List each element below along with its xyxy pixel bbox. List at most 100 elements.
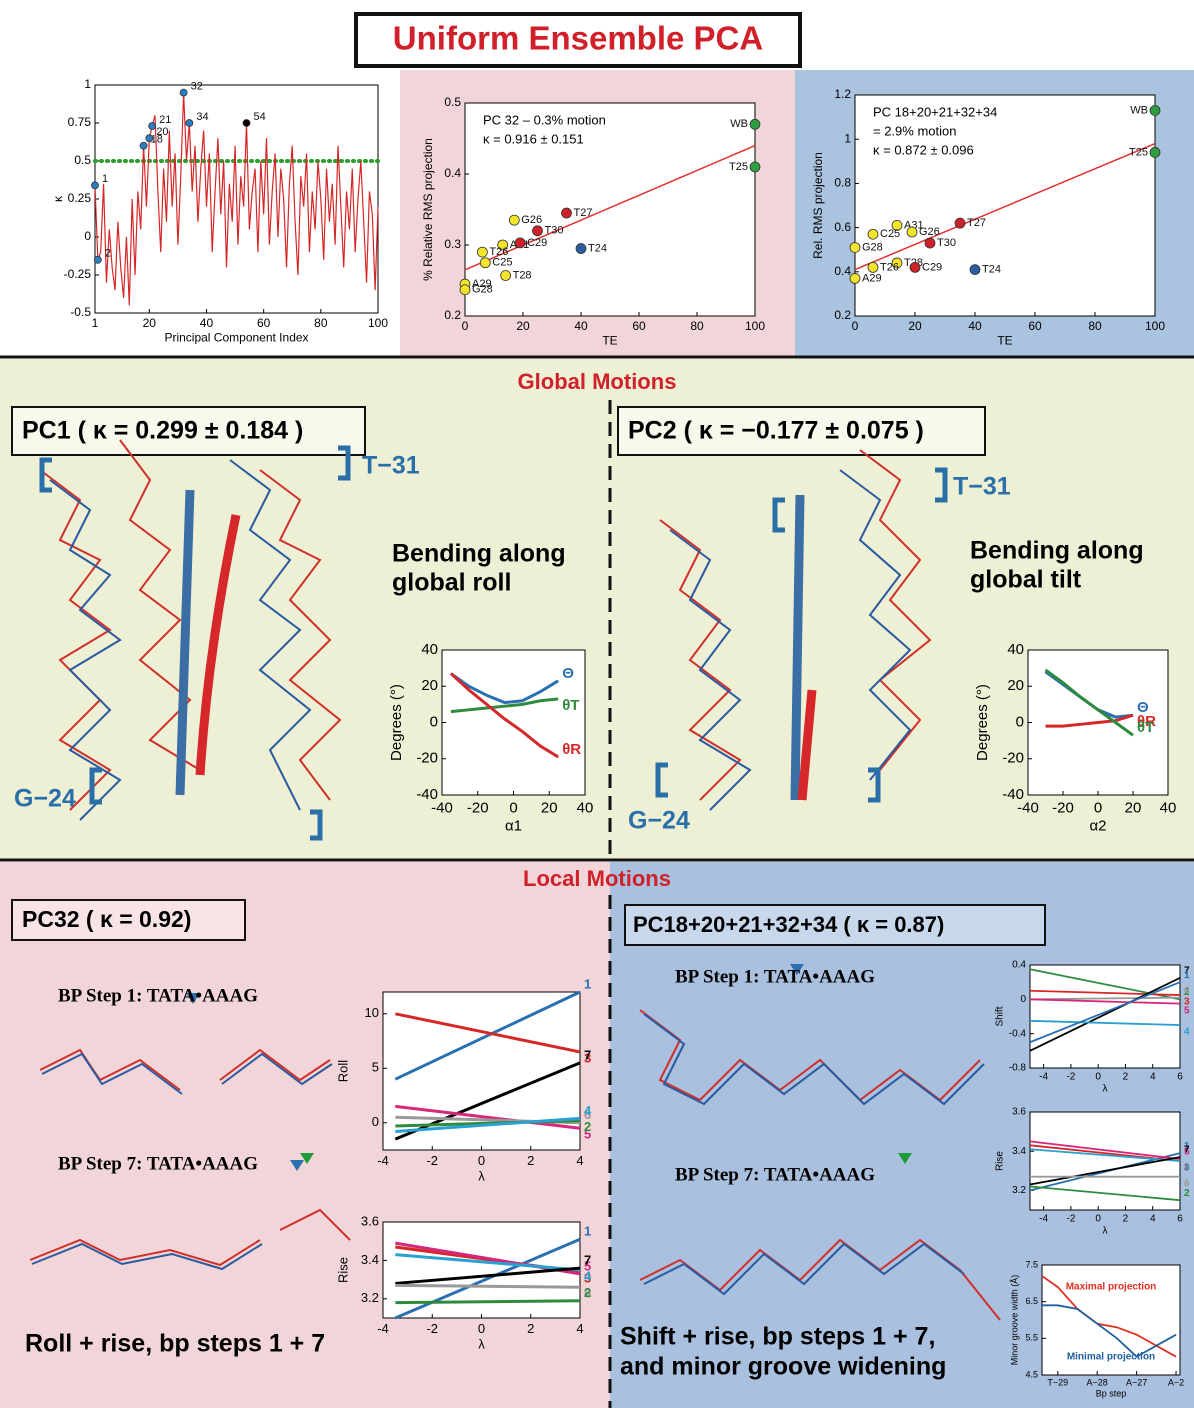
- x-tick-label: T−29: [1047, 1377, 1068, 1387]
- x-tick-label: 0: [852, 319, 859, 333]
- series-label: 2: [584, 1119, 591, 1134]
- data-point: [925, 238, 935, 248]
- data-point: [477, 247, 487, 257]
- pc-title: PC18+20+21+32+34 ( κ = 0.87): [633, 912, 944, 937]
- series-label: θT: [1137, 719, 1154, 736]
- series-label: 4: [1184, 1163, 1190, 1174]
- annotation: PC 18+20+21+32+34: [873, 104, 997, 119]
- point-label: T24: [982, 263, 1001, 275]
- strand-label: T−31: [953, 473, 1011, 501]
- point-label: C25: [492, 257, 512, 269]
- y-tick-label: 1.2: [834, 87, 851, 101]
- series-label: 2: [1184, 1188, 1190, 1199]
- y-axis-label: Minor groove width (Å): [1009, 1275, 1019, 1366]
- x-axis-label: TE: [602, 333, 617, 347]
- data-point: [515, 238, 525, 248]
- data-point: [186, 120, 193, 127]
- x-tick-label: -2: [1066, 1072, 1075, 1083]
- data-point: [576, 244, 586, 254]
- pc-title: PC1 ( κ = 0.299 ± 0.184 ): [22, 417, 303, 445]
- point-label: 2: [105, 248, 111, 260]
- strand-label: T−31: [362, 452, 420, 480]
- x-tick-label: 100: [368, 316, 388, 330]
- y-tick-label: 6.5: [1025, 1296, 1038, 1306]
- y-tick-label: 20: [1007, 677, 1024, 694]
- point-label: G26: [521, 214, 542, 226]
- x-tick-label: 6: [1177, 1214, 1183, 1225]
- x-tick-label: 0: [509, 799, 517, 816]
- data-point: [146, 135, 153, 142]
- point-label: 54: [254, 111, 266, 123]
- data-point: [509, 215, 519, 225]
- x-tick-label: 2: [1123, 1214, 1129, 1225]
- y-tick-label: 10: [365, 1005, 379, 1020]
- x-axis-label: α1: [505, 817, 522, 834]
- x-tick-label: A−2: [1168, 1377, 1184, 1387]
- data-point: [850, 242, 860, 252]
- series-label: 1: [584, 1224, 591, 1239]
- series-label: 5: [1184, 1005, 1190, 1016]
- step-label: BP Step 7: TATA•AAAG: [675, 1164, 875, 1185]
- series-label: 6: [1184, 985, 1190, 996]
- x-tick-label: -4: [1039, 1214, 1048, 1225]
- y-tick-label: 7.5: [1025, 1259, 1038, 1269]
- y-axis-label: Rise: [995, 1151, 1006, 1171]
- y-axis-label: % Relative RMS projection: [421, 138, 435, 281]
- point-label: T26: [880, 261, 899, 273]
- annotation: = 2.9% motion: [873, 123, 956, 138]
- point-label: C25: [880, 228, 900, 240]
- y-tick-label: 3.2: [1012, 1185, 1026, 1196]
- series-label: 4: [1184, 1027, 1190, 1038]
- series-label: 7: [584, 1253, 591, 1268]
- x-tick-label: 0: [478, 1321, 485, 1336]
- x-tick-label: 0: [462, 319, 469, 333]
- y-tick-label: 3.4: [361, 1252, 379, 1267]
- x-tick-label: A−28: [1087, 1377, 1108, 1387]
- x-tick-label: 0: [1095, 1072, 1101, 1083]
- y-tick-label: 3.6: [361, 1213, 379, 1228]
- series-label: 1: [584, 976, 591, 991]
- y-axis-label: Roll: [335, 1060, 350, 1083]
- x-tick-label: 80: [314, 316, 328, 330]
- caption: global tilt: [970, 566, 1082, 594]
- point-label: G28: [472, 284, 493, 296]
- y-tick-label: 3.4: [1012, 1146, 1026, 1157]
- data-point: [149, 123, 156, 130]
- x-tick-label: 40: [200, 316, 214, 330]
- point-label: T25: [1129, 146, 1148, 158]
- point-label: 20: [156, 126, 168, 138]
- point-label: WB: [730, 118, 748, 130]
- y-tick-label: 0.6: [834, 220, 851, 234]
- x-tick-label: 80: [690, 319, 704, 333]
- data-point: [180, 89, 187, 96]
- x-tick-label: 40: [1160, 799, 1177, 816]
- y-tick-label: 0.4: [444, 166, 461, 180]
- y-tick-label: -0.4: [1009, 1028, 1027, 1039]
- x-tick-label: -2: [426, 1153, 438, 1168]
- y-tick-label: 0.8: [834, 176, 851, 190]
- data-point: [460, 285, 470, 295]
- section-heading: Global Motions: [518, 369, 677, 394]
- x-tick-label: A−27: [1126, 1377, 1147, 1387]
- x-tick-label: 1: [92, 316, 99, 330]
- point-label: C29: [527, 237, 547, 249]
- x-tick-label: -40: [1017, 799, 1039, 816]
- x-tick-label: 20: [541, 799, 558, 816]
- x-tick-label: -2: [426, 1321, 438, 1336]
- x-tick-label: 80: [1088, 319, 1102, 333]
- x-tick-label: 4: [1150, 1214, 1156, 1225]
- y-axis-label: Rel. RMS projection: [811, 152, 825, 259]
- series-label: Θ: [562, 665, 574, 682]
- point-label: T30: [545, 225, 564, 237]
- series-label: 2: [584, 1285, 591, 1300]
- figure-title: Uniform Ensemble PCA: [393, 20, 763, 57]
- y-tick-label: 0: [1020, 994, 1026, 1005]
- y-tick-label: 0: [84, 229, 91, 243]
- data-point: [868, 229, 878, 239]
- y-tick-label: 0.4: [1012, 960, 1026, 971]
- y-tick-label: 0.2: [834, 308, 851, 322]
- pc-title: PC2 ( κ = −0.177 ± 0.075 ): [628, 417, 924, 445]
- y-tick-label: -20: [1002, 750, 1024, 767]
- caption: Shift + rise, bp steps 1 + 7,: [620, 1323, 935, 1351]
- pc-title: PC32 ( κ = 0.92): [22, 906, 191, 932]
